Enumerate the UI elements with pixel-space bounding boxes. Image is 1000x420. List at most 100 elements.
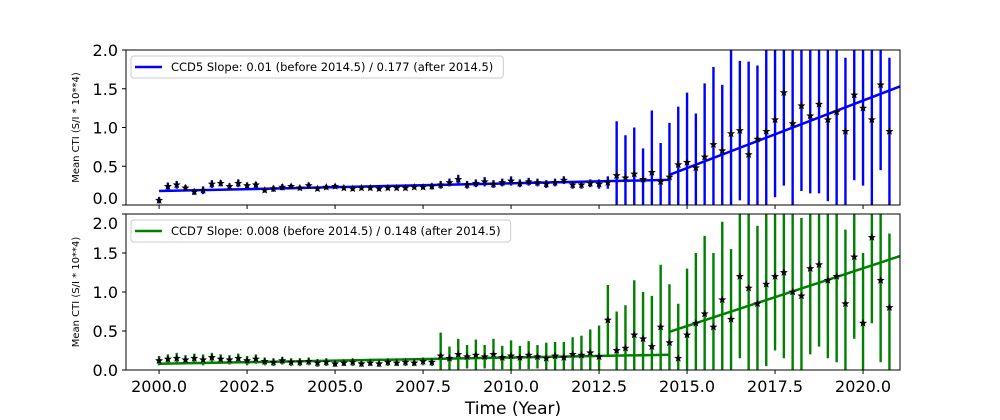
legend-box [130,219,512,243]
data-point [199,355,208,364]
data-point [647,168,656,176]
fit-line-after [669,254,900,333]
data-point [656,322,665,331]
data-point [691,163,700,172]
data-point [700,152,709,161]
data-point [445,354,454,362]
data-point [454,350,463,358]
data-point [515,353,524,361]
data-point [348,184,357,193]
data-point [771,272,780,280]
y-axis-label: Mean CTI (S/I * 10**4) [71,72,82,183]
data-point [735,272,744,280]
data-point [313,358,322,367]
data-point [859,319,868,327]
data-point [823,115,832,124]
data-point [331,182,340,190]
data-point [674,354,683,362]
data-point [401,358,410,366]
data-point [357,183,366,192]
data-point [339,358,348,367]
data-point [216,354,225,363]
y-tick-label: 0.0 [93,361,118,380]
data-point [278,182,287,191]
data-point [665,172,674,181]
data-point [542,179,551,188]
data-point [155,196,164,204]
data-point [630,330,639,339]
y-axis-label: Mean CTI (S/I * 10**4) [71,237,82,348]
data-point [427,358,436,366]
data-point [815,100,824,108]
data-point [507,176,516,185]
y-tick-label: 2.0 [93,214,118,233]
ccd5-panel: 0.0 0.5 1.0 1.5 2.0 Mean CTI (S/I * 10**4) CCD… [71,41,901,209]
data-point [515,179,524,187]
data-point [234,179,243,187]
x-axis-label: Time (Year) [464,399,561,416]
data-point [524,350,533,359]
data-point [568,180,577,189]
x-tick-label: 2015.0 [659,377,715,396]
data-point [163,182,172,190]
data-point [867,233,876,241]
x-tick-label: 2007.5 [395,377,451,396]
data-point [392,358,401,367]
data-point [683,330,692,339]
data-point [727,129,736,138]
data-point [243,356,252,365]
data-point [621,173,630,182]
data-point [709,322,718,331]
data-point [348,358,357,366]
data-point [788,119,797,128]
data-point [779,268,788,276]
data-point [392,183,401,192]
y-tick-label: 0.5 [93,322,118,341]
data-point [436,351,445,360]
x-tick-label: 2020.0 [835,377,891,396]
data-point [788,287,797,296]
data-point [753,134,762,143]
y-tick-label: 1.0 [93,283,118,302]
data-point [806,111,815,120]
data-point [463,180,472,189]
data-point [744,283,753,292]
data-point [498,178,507,186]
y-tick-label: 1.0 [93,119,118,138]
data-point [419,357,428,365]
data-point [287,358,296,366]
data-point [683,158,692,166]
data-point [489,350,498,358]
data-point [595,352,604,361]
data-point [419,182,428,191]
data-point [163,354,172,363]
data-point [471,179,480,187]
legend-label: CCD5 Slope: 0.01 (before 2014.5) / 0.177… [171,60,493,74]
y-tick-label: 0.0 [93,189,118,208]
data-point [735,126,744,134]
data-point [551,178,560,186]
data-point [366,358,375,367]
data-point [718,295,727,304]
y-tick-label: 1.5 [93,244,118,263]
data-point [621,343,630,352]
y-tick-label: 2.0 [93,41,118,60]
data-point [850,252,859,261]
data-point [797,101,806,110]
x-tick-label: 2005.0 [307,377,363,396]
x-tick-label: 2000.0 [131,377,187,396]
y-tick-label: 0.5 [93,157,118,176]
legend: CCD7 Slope: 0.008 (before 2014.5) / 0.14… [130,219,512,243]
data-point [603,178,612,186]
data-point [577,180,586,189]
data-point [489,179,498,188]
data-point [313,184,322,193]
data-point [225,355,234,364]
data-point [181,183,190,192]
data-point [216,179,225,187]
data-point [436,180,445,189]
data-point [612,171,621,179]
data-point [322,358,331,366]
data-point [779,88,788,97]
data-point [181,355,190,364]
